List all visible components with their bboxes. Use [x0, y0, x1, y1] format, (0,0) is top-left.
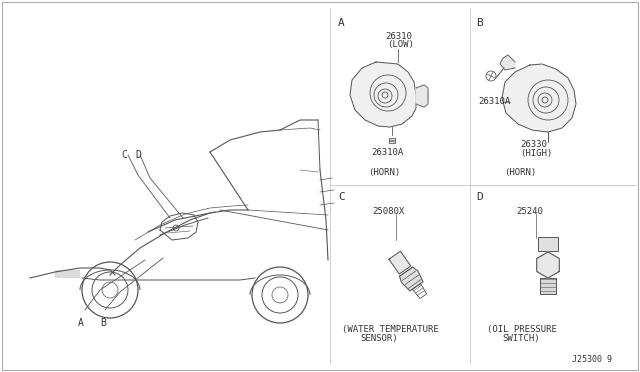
Text: SENSOR): SENSOR) — [360, 334, 397, 343]
Text: SWITCH): SWITCH) — [502, 334, 540, 343]
Polygon shape — [399, 267, 423, 291]
Polygon shape — [537, 252, 559, 278]
Text: C: C — [338, 192, 345, 202]
Text: B: B — [476, 18, 483, 28]
Bar — [538, 237, 558, 251]
Text: (HORN): (HORN) — [368, 168, 400, 177]
Text: 26330: 26330 — [520, 140, 547, 149]
Text: 26310A: 26310A — [371, 148, 403, 157]
Text: 26310: 26310 — [385, 32, 412, 41]
Text: B: B — [100, 318, 106, 328]
Polygon shape — [502, 64, 576, 132]
Text: (HIGH): (HIGH) — [520, 149, 552, 158]
Text: 25080X: 25080X — [372, 207, 404, 216]
Text: 25240: 25240 — [516, 207, 543, 216]
Polygon shape — [389, 138, 395, 143]
Text: (LOW): (LOW) — [387, 40, 414, 49]
Text: (OIL PRESSURE: (OIL PRESSURE — [487, 325, 557, 334]
Text: A: A — [338, 18, 345, 28]
Polygon shape — [350, 62, 416, 127]
Polygon shape — [416, 85, 428, 107]
Text: D: D — [135, 150, 141, 160]
Polygon shape — [389, 251, 411, 274]
Text: (WATER TEMPERATURE: (WATER TEMPERATURE — [342, 325, 439, 334]
Text: A: A — [78, 318, 84, 328]
Text: 26310A: 26310A — [478, 97, 510, 106]
Text: (HORN): (HORN) — [504, 168, 536, 177]
Polygon shape — [500, 55, 515, 70]
Text: C: C — [121, 150, 127, 160]
Text: D: D — [476, 192, 483, 202]
Text: J25300 9: J25300 9 — [572, 355, 612, 364]
Bar — [540, 278, 556, 294]
